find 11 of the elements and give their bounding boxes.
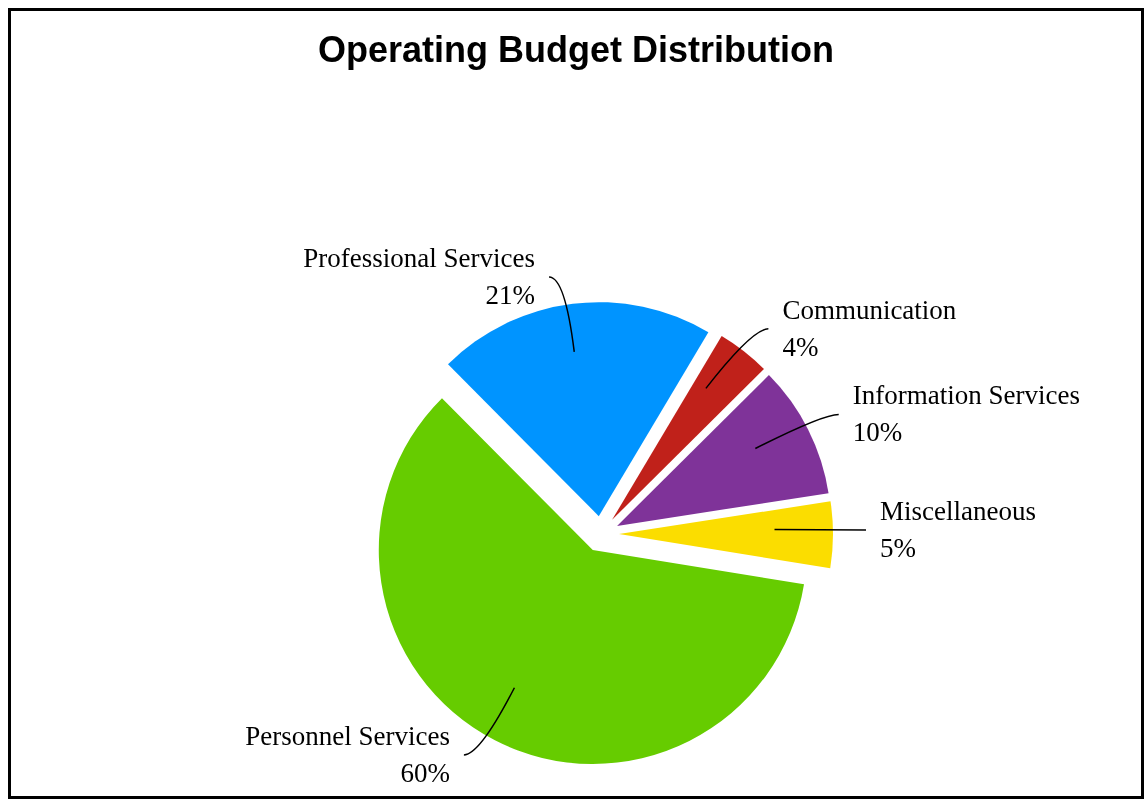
chart-title: Operating Budget Distribution [317, 28, 835, 72]
slice-label: Communication [782, 294, 957, 325]
data-label: 10% [852, 417, 903, 448]
data-label: 4% [782, 331, 819, 362]
slice-label: Professional Services [303, 242, 536, 273]
data-label: 21% [485, 279, 536, 310]
slice-label: Personnel Services [245, 720, 450, 751]
slice-label: Information Services [852, 380, 1080, 411]
data-label: 5% [880, 532, 916, 563]
data-label: 60% [400, 757, 450, 788]
slice-label: Miscellaneous [880, 495, 1036, 526]
